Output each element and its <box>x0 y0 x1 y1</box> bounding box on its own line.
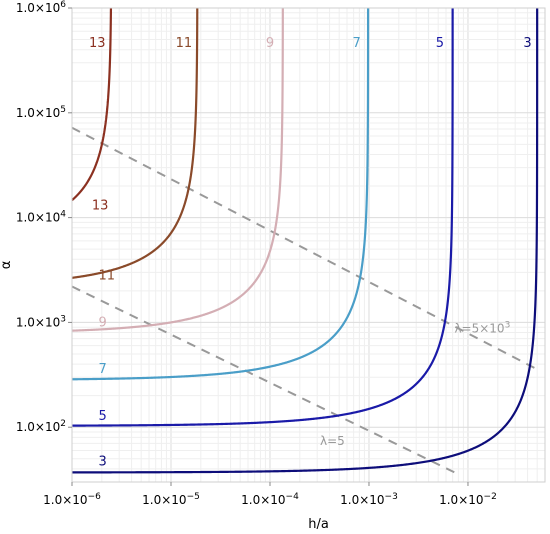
series-top-label: 7 <box>352 36 360 51</box>
y-tick-label: 1.0×103 <box>16 314 66 329</box>
y-axis-ticks: 1.0×102 1.0×103 1.0×104 1.0×105 1.0×106 <box>16 0 72 434</box>
y-tick-label: 1.0×105 <box>16 105 66 120</box>
reference-line-label: λ=5×103 <box>454 321 510 336</box>
series-side-label: 9 <box>98 315 106 330</box>
x-tick-label: 1.0×10−4 <box>241 492 299 507</box>
grid <box>71 7 546 483</box>
plot-frame <box>71 7 546 483</box>
series-curves <box>71 7 539 474</box>
reference-lines: λ=5 λ=5×103 <box>71 126 540 476</box>
series-curve-9 <box>71 8 284 332</box>
x-tick-label: 1.0×10−6 <box>43 492 101 507</box>
y-tick-label: 1.0×104 <box>16 210 66 225</box>
reference-line <box>71 285 461 476</box>
y-tick-label: 1.0×102 <box>16 419 66 434</box>
series-top-label: 5 <box>436 36 444 51</box>
series-side-label: 13 <box>92 199 109 214</box>
y-tick-label: 1.0×106 <box>16 0 66 15</box>
series-top-label: 9 <box>266 36 274 51</box>
series-curve-5 <box>72 8 454 427</box>
x-tick-label: 1.0×10−5 <box>142 492 200 507</box>
x-axis-ticks: 1.0×10−6 1.0×10−5 1.0×10−4 1.0×10−3 1.0×10−2 <box>43 482 497 507</box>
series-curve-3 <box>71 8 539 474</box>
x-tick-label: 1.0×10−2 <box>439 492 497 507</box>
series-top-label: 13 <box>89 36 106 51</box>
series-side-label: 3 <box>98 455 106 470</box>
series-curve-13 <box>71 7 113 202</box>
series-curve-11 <box>71 7 199 279</box>
x-axis-title: h/a <box>308 517 329 532</box>
y-axis-title: α <box>0 261 14 270</box>
reference-line-label: λ=5 <box>320 434 345 448</box>
x-tick-label: 1.0×10−3 <box>340 492 398 507</box>
series-side-label: 11 <box>98 269 115 284</box>
series-side-label: 5 <box>98 409 106 424</box>
reference-line <box>71 126 540 372</box>
series-top-label: 3 <box>523 36 531 51</box>
series-curve-7 <box>71 8 370 381</box>
series-labels: 3 3 5 5 7 7 9 9 11 11 13 13 <box>89 36 532 470</box>
plot-background <box>72 8 545 482</box>
series-side-label: 7 <box>98 362 106 377</box>
series-top-label: 11 <box>176 36 193 51</box>
